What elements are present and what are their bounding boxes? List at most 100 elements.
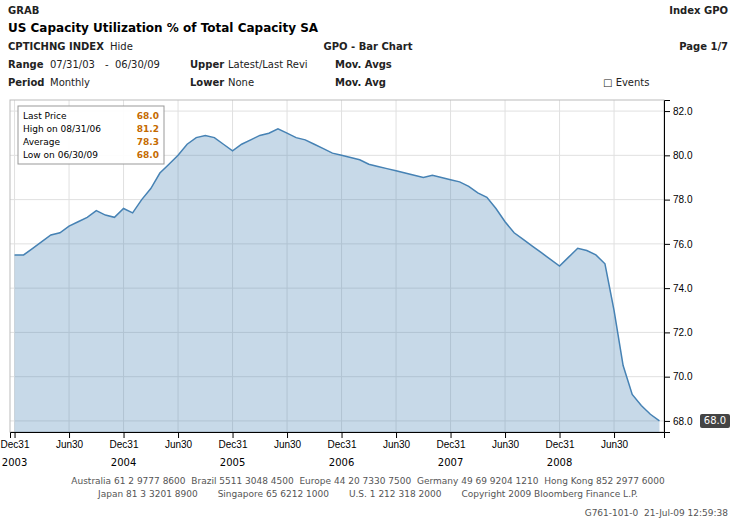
annotation: GRAB [8,5,39,16]
y-axis: 68.0 70.0 72.0 74.0 76.0 78.0 80.0 82.0 [664,101,693,433]
x-axis: Dec31 Jun30 Dec31 Jun30 Dec31 Jun30 Dec31 Jun30… [1,432,665,450]
y-tick: 74.0 [664,283,693,294]
chart: US Capacity Utilization % of Total Capac… [0,0,736,527]
x-tick: Dec31 [1,432,30,450]
y-tick-mark [664,155,670,156]
annotation: Mov. Avg [335,77,386,88]
x-tick-label: Jun30 [492,439,520,450]
y-tick-mark [664,421,670,422]
x-tick: Jun30 [274,432,302,450]
annotation: None [228,77,254,88]
y-tick-label: 82.0 [673,106,693,117]
x-tick-label: Dec31 [219,439,248,450]
x-tick: Dec31 [546,432,575,450]
y-tick-mark [664,200,670,201]
x-tick-label: Jun30 [383,439,411,450]
info-value: 68.0 [137,150,159,160]
x-tick: Jun30 [492,432,520,450]
annotation: Japan 81 3 3201 8900 Singapore 65 6212 1… [97,489,638,499]
annotation: 06/30/09 [115,59,160,70]
last-price-label: 68.0 [704,415,726,426]
x-tick-label: Dec31 [110,439,139,450]
y-tick: 70.0 [664,371,693,382]
x-tick-mark [69,432,70,438]
x-tick: Dec31 [110,432,139,450]
x-tick-label: Jun30 [601,439,629,450]
y-axis-line [665,101,671,433]
x-tick-label: Dec31 [546,439,575,450]
y-tick: 82.0 [664,106,693,117]
info-label: Last Price [23,111,67,121]
info-box [18,106,164,164]
info-value: 78.3 [137,137,159,147]
y-tick-label: 74.0 [673,283,693,294]
grid [10,100,664,432]
y-tick-label: 68.0 [673,416,693,427]
x-group-label: 2008 [547,457,572,468]
x-tick-mark [233,432,234,438]
x-tick: Jun30 [601,432,629,450]
x-tick-mark [614,432,615,438]
x-tick: Jun30 [165,432,193,450]
annotation: GPO - Bar Chart [324,41,413,52]
info-value: 68.0 [137,111,159,121]
y-tick: 68.0 [664,416,693,427]
annotation: Lower [190,77,224,88]
x-tick-mark [505,432,506,438]
marks [15,129,660,432]
annotation: Index GPO [669,5,728,16]
x-tick-label: Dec31 [328,439,357,450]
x-group-label: 2006 [329,457,354,468]
x-tick-mark [287,432,288,438]
x-tick-label: Dec31 [437,439,466,450]
y-tick-mark [664,244,670,245]
x-tick-mark [15,432,16,438]
x-axis-line [11,433,665,439]
x-tick-mark [451,432,452,438]
x-tick-mark [178,432,179,438]
annotation: Period [8,77,45,88]
y-tick: 76.0 [664,239,693,250]
x-tick: Dec31 [328,432,357,450]
annotation: Australia 61 2 9777 8600 Brazil 5511 304… [71,476,665,486]
y-tick-label: 78.0 [673,194,693,205]
x-group-label: 2005 [220,457,245,468]
y-tick-mark [664,332,670,333]
x-tick-label: Jun30 [165,439,193,450]
y-tick-mark [664,288,670,289]
y-tick-label: 72.0 [673,327,693,338]
annotation: 07/31/03 [50,59,95,70]
plot-frame [10,100,664,432]
annotation: Hide [110,41,133,52]
area [15,129,660,432]
y-tick-label: 76.0 [673,239,693,250]
x-tick-label: Jun30 [274,439,302,450]
y-tick-mark [664,111,670,112]
y-tick: 72.0 [664,327,693,338]
x-tick: Jun30 [56,432,84,450]
x-group-label: 2003 [2,457,27,468]
y-tick: 78.0 [664,194,693,205]
annotation: Monthly [50,77,90,88]
x-group-label: 2007 [438,457,463,468]
info-label: Average [23,137,60,147]
x-tick: Dec31 [437,432,466,450]
last-price-box [700,414,730,428]
y-tick: 80.0 [664,150,693,161]
annotation: Mov. Avgs [335,59,392,70]
annotation: □ Events [603,77,649,88]
x-group-label: 2004 [111,457,136,468]
annotation: Upper [190,59,224,70]
x-tick-mark [396,432,397,438]
x-tick: Dec31 [219,432,248,450]
x-tick-mark [124,432,125,438]
title: US Capacity Utilization % of Total Capac… [8,21,319,35]
y-tick-mark [664,377,670,378]
y-tick-label: 80.0 [673,150,693,161]
x-tick-label: Jun30 [56,439,84,450]
x-tick-mark [342,432,343,438]
x-tick-label: Dec31 [1,439,30,450]
annotation: G761-101-0 21-Jul-09 12:59:38 [585,508,729,518]
annotation: Range [8,59,44,70]
annotation: CPTICHNG INDEX [8,41,104,52]
